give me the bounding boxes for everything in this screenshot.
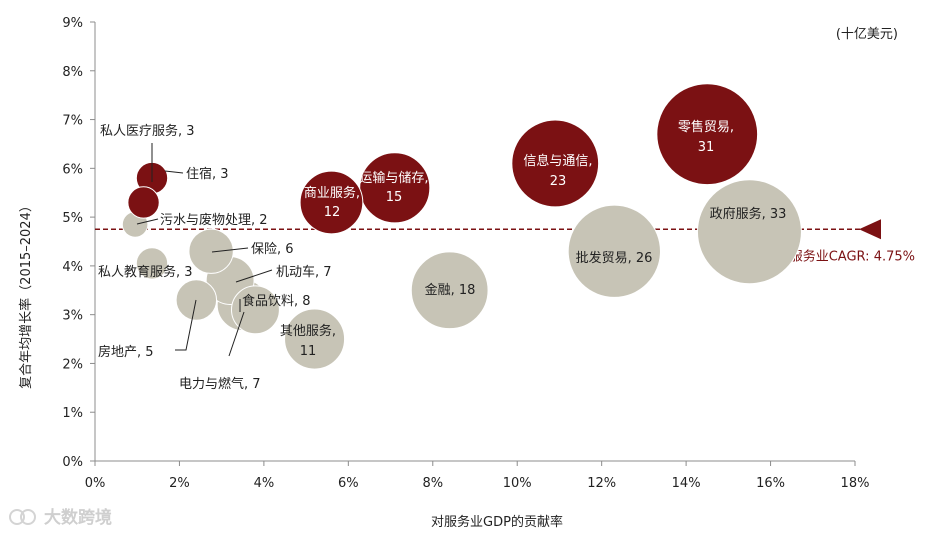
bubble <box>359 152 431 224</box>
y-axis-title: 复合年均增长率（2015–2024） <box>18 199 34 389</box>
bubble-label: 食品饮料, 8 <box>242 293 311 309</box>
x-tick-label: 0% <box>85 476 106 491</box>
bubble-label: 政府服务, 33 <box>710 206 787 222</box>
bubble-label: 污水与废物处理, 2 <box>160 212 268 228</box>
bubble-label: 12 <box>324 205 341 220</box>
x-tick-label: 12% <box>587 476 616 491</box>
reference-line-label: 服务业CAGR: 4.75% <box>790 248 915 264</box>
y-tick-label: 1% <box>62 406 83 421</box>
x-tick-label: 2% <box>169 476 190 491</box>
leader-line <box>136 218 159 225</box>
axes: 0% 1% 2% 3% 4% 5% 6% 7% 8% 9% 0% 2% 4% 6% 8% 10% 12% 14% 1… <box>62 16 869 491</box>
y-tick-label: 9% <box>62 16 83 31</box>
x-tick-label: 14% <box>672 476 701 491</box>
bubble-label: 31 <box>698 140 715 155</box>
leader-line <box>228 311 245 357</box>
bubble <box>410 251 489 330</box>
bubble-label: 私人教育服务, 3 <box>98 264 193 280</box>
bubble <box>127 186 160 219</box>
y-tick-label: 7% <box>62 114 83 129</box>
bubble-label: 零售贸易, <box>678 119 734 135</box>
y-tick-label: 0% <box>62 455 83 470</box>
bubble <box>284 308 346 370</box>
bubble <box>188 228 234 274</box>
reference-line-group: 服务业CAGR: 4.75% <box>95 219 915 264</box>
bubble <box>656 83 759 186</box>
bubble-label: 金融, 18 <box>425 282 476 298</box>
x-tick-label: 16% <box>756 476 785 491</box>
watermark: 大数跨境 <box>9 507 112 528</box>
y-tick-label: 6% <box>62 162 83 177</box>
bubble <box>231 285 280 335</box>
x-tick-label: 6% <box>338 476 359 491</box>
bubble-label: 房地产, 5 <box>98 344 154 360</box>
y-tick-label: 8% <box>62 65 83 80</box>
y-tick-label: 5% <box>62 211 83 226</box>
bubble <box>135 247 169 280</box>
x-tick-label: 10% <box>503 476 532 491</box>
leader-line <box>164 170 184 174</box>
bubble <box>299 170 364 235</box>
bubble-label: 保险, 6 <box>251 242 294 257</box>
bubble-label: 住宿, 3 <box>186 166 229 182</box>
x-tick-label: 8% <box>422 476 443 491</box>
bubble-label: 机动车, 7 <box>276 264 332 280</box>
bubble-label: 其他服务, <box>280 323 336 339</box>
y-tick-label: 4% <box>62 260 83 275</box>
bubble-label: 批发贸易, 26 <box>576 250 653 266</box>
bubble-label: 运输与储存, <box>359 170 428 186</box>
leader-line <box>211 247 249 253</box>
x-tick-label: 18% <box>841 476 870 491</box>
x-axis-title: 对服务业GDP的贡献率 <box>431 514 563 530</box>
reference-arrow-icon <box>859 219 881 240</box>
watermark-text: 大数跨境 <box>44 507 112 528</box>
y-tick-label: 2% <box>62 357 83 372</box>
watermark-logo-icon-2 <box>20 509 36 525</box>
leader-line <box>235 269 273 283</box>
bubble-labels: 零售贸易, 31 信息与通信, 23 运输与储存, 15 商业服务, 12 住宿, 3 私人医疗服… <box>98 119 786 392</box>
watermark-logo-icon <box>9 509 25 525</box>
bubble <box>696 179 802 285</box>
bubble <box>511 119 600 208</box>
y-tick-label: 3% <box>62 309 83 324</box>
bubble-label: 电力与燃气, 7 <box>179 376 261 392</box>
leader-line <box>175 299 197 351</box>
bubble-label: 11 <box>300 344 317 359</box>
bubble-label: 商业服务, <box>304 185 360 201</box>
bubble-label: 私人医疗服务, 3 <box>100 123 195 139</box>
unit-note: (十亿美元) <box>836 27 898 42</box>
bubble-label: 信息与通信, <box>523 153 592 169</box>
bubble-label: 23 <box>550 174 567 189</box>
bubble <box>567 204 661 298</box>
x-tick-label: 4% <box>254 476 275 491</box>
bubble <box>175 279 218 321</box>
bubble-label: 15 <box>386 190 403 205</box>
